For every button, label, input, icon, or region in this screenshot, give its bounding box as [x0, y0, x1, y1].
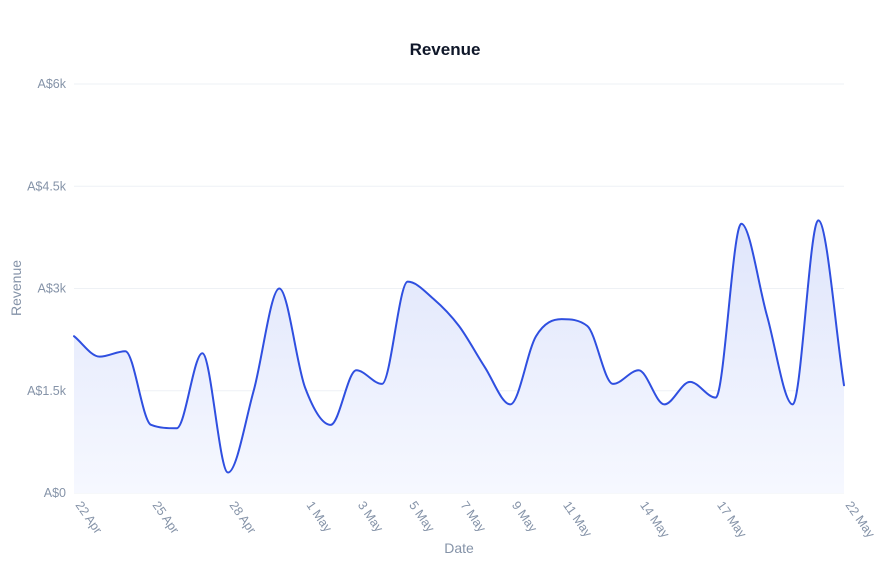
revenue-area-fill: [74, 220, 844, 493]
x-tick-label: 11 May: [560, 499, 595, 540]
revenue-line: [73, 219, 845, 474]
y-axis-title: Revenue: [8, 260, 24, 316]
x-tick-label: 5 May: [406, 499, 437, 536]
y-tick-label: A$1.5k: [27, 384, 67, 398]
y-tick-label: A$0: [44, 486, 66, 500]
x-tick-label: 25 Apr: [150, 499, 182, 537]
x-axis-ticks: 22 Apr 25 Apr 28 Apr 1 May 3 May 5 May 7 May 9 …: [73, 499, 878, 541]
x-tick-label: 1 May: [304, 499, 335, 536]
chart-title: Revenue: [410, 40, 481, 59]
x-tick-label: 22 Apr: [73, 499, 105, 537]
x-axis-title: Date: [444, 540, 474, 556]
y-tick-label: A$6k: [38, 77, 67, 91]
y-tick-label: A$3k: [38, 282, 67, 296]
x-tick-label: 9 May: [509, 499, 540, 536]
y-tick-label: A$4.5k: [27, 179, 67, 193]
x-tick-label: 7 May: [458, 499, 489, 536]
x-tick-label: 14 May: [637, 499, 672, 541]
x-tick-label: 3 May: [355, 499, 386, 536]
x-tick-label: 17 May: [714, 499, 749, 541]
series-area: [73, 219, 845, 493]
x-tick-label: 22 May: [843, 499, 878, 541]
y-axis-ticks: A$0 A$1.5k A$3k A$4.5k A$6k: [27, 77, 67, 500]
x-tick-label: 28 Apr: [227, 499, 259, 537]
